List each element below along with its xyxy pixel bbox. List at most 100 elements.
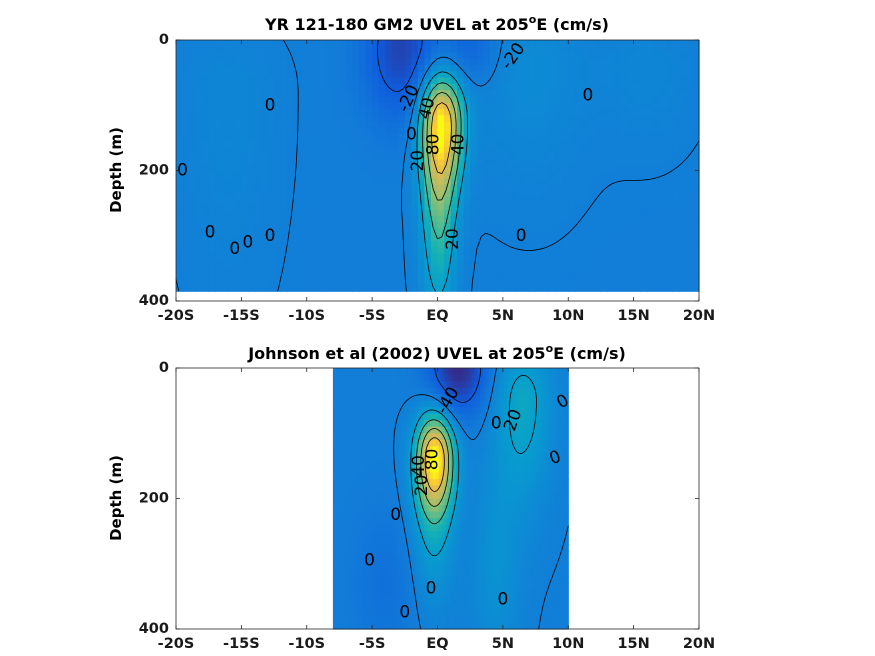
heatmap-cell [450,266,458,273]
heatmap-cell [561,284,569,292]
heatmap-cell [435,439,440,447]
heatmap-cell [424,609,428,617]
heatmap-cell [444,491,449,500]
heatmap-cell [341,576,346,584]
heatmap-cell [374,622,378,630]
heatmap-cell [394,576,399,584]
heatmap-cell [457,58,465,66]
heatmap-cell [581,115,589,123]
heatmap-cell [378,203,386,211]
heatmap-cell [326,278,334,286]
heatmap-cell [447,563,452,571]
heatmap-cell [409,374,413,382]
heatmap-cell [306,140,314,148]
heatmap-cell [418,518,422,526]
heatmap-cell [555,278,563,286]
heatmap-cell [382,459,387,467]
heatmap-cell [581,197,589,204]
heatmap-cell [659,77,667,85]
heatmap-cell [371,622,375,630]
heatmap-cell [365,102,373,110]
heatmap-cell [496,253,504,261]
heatmap-cell [542,77,550,85]
heatmap-cell [456,531,460,539]
contour-label: 0 [406,125,417,145]
heatmap-cell [372,46,380,54]
heatmap-cell [692,240,700,248]
heatmap-cell [483,102,491,110]
heatmap-cell [679,134,687,142]
heatmap-cell [470,58,478,66]
heatmap-cell [359,478,363,487]
heatmap-cell [653,253,661,261]
heatmap-cell [247,247,256,255]
heatmap-cell [646,109,654,116]
heatmap-cell [385,498,390,506]
heatmap-cell [607,234,615,242]
heatmap-cell [382,602,387,611]
heatmap-cell [385,58,393,66]
heatmap-cell [430,278,439,286]
heatmap-cell [234,46,242,54]
heatmap-cell [438,544,443,552]
heatmap-cell [385,518,390,526]
heatmap-cell [424,426,428,434]
heatmap-cell [215,247,223,255]
heatmap-cell [300,90,308,98]
heatmap-cell [339,209,347,217]
heatmap-cell [365,413,369,421]
heatmap-cell [326,190,334,198]
heatmap-cell [412,537,416,545]
heatmap-cell [306,234,314,242]
heatmap-cell [502,253,511,261]
heatmap-cell [692,65,700,72]
heatmap-cell [247,266,256,273]
heatmap-cell [353,505,358,513]
heatmap-cell [412,602,416,611]
heatmap-cell [476,272,484,280]
heatmap-cell [382,583,387,591]
heatmap-cell [374,570,378,578]
heatmap-cell [319,197,327,204]
heatmap-cell [561,71,569,79]
heatmap-cell [542,102,550,110]
heatmap-cell [391,615,396,624]
heatmap-cell [427,394,431,402]
heatmap-cell [332,127,341,135]
heatmap-cell [352,40,360,47]
heatmap-cell [352,190,360,198]
contour-label: 20 [408,150,428,172]
heatmap-cell [208,209,216,217]
heatmap-cell [529,253,537,261]
heatmap-cell [529,77,537,85]
heatmap-cell [372,215,380,223]
panel-top-x-ticks: -20S -15S -10S -5S EQ 5N 10N 15N 20N [158,40,715,324]
heatmap-cell [438,459,443,467]
heatmap-cell [640,234,648,242]
heatmap-cell [391,505,396,513]
heatmap-cell [633,134,641,142]
heatmap-cell [421,420,425,428]
contour-label: 0 [582,86,593,106]
heatmap-cell [529,284,537,292]
heatmap-cell [352,253,360,261]
heatmap-cell [347,472,352,480]
heatmap-cell [247,90,256,98]
heatmap-cell [195,127,203,135]
heatmap-cell [450,570,455,578]
heatmap-cell [359,583,363,591]
heatmap-cell [385,71,393,79]
heatmap-cell [195,109,203,116]
heatmap-cell [280,159,288,167]
heatmap-cell [574,197,582,204]
heatmap-cell [444,446,449,454]
heatmap-cell [607,127,615,135]
heatmap-cell [359,439,363,447]
heatmap-cell [453,531,458,539]
heatmap-cell [365,518,369,526]
heatmap-cell [345,278,354,286]
heatmap-cell [424,253,432,261]
heatmap-cell [666,71,674,79]
heatmap-cell [365,58,373,66]
heatmap-cell [424,596,428,604]
